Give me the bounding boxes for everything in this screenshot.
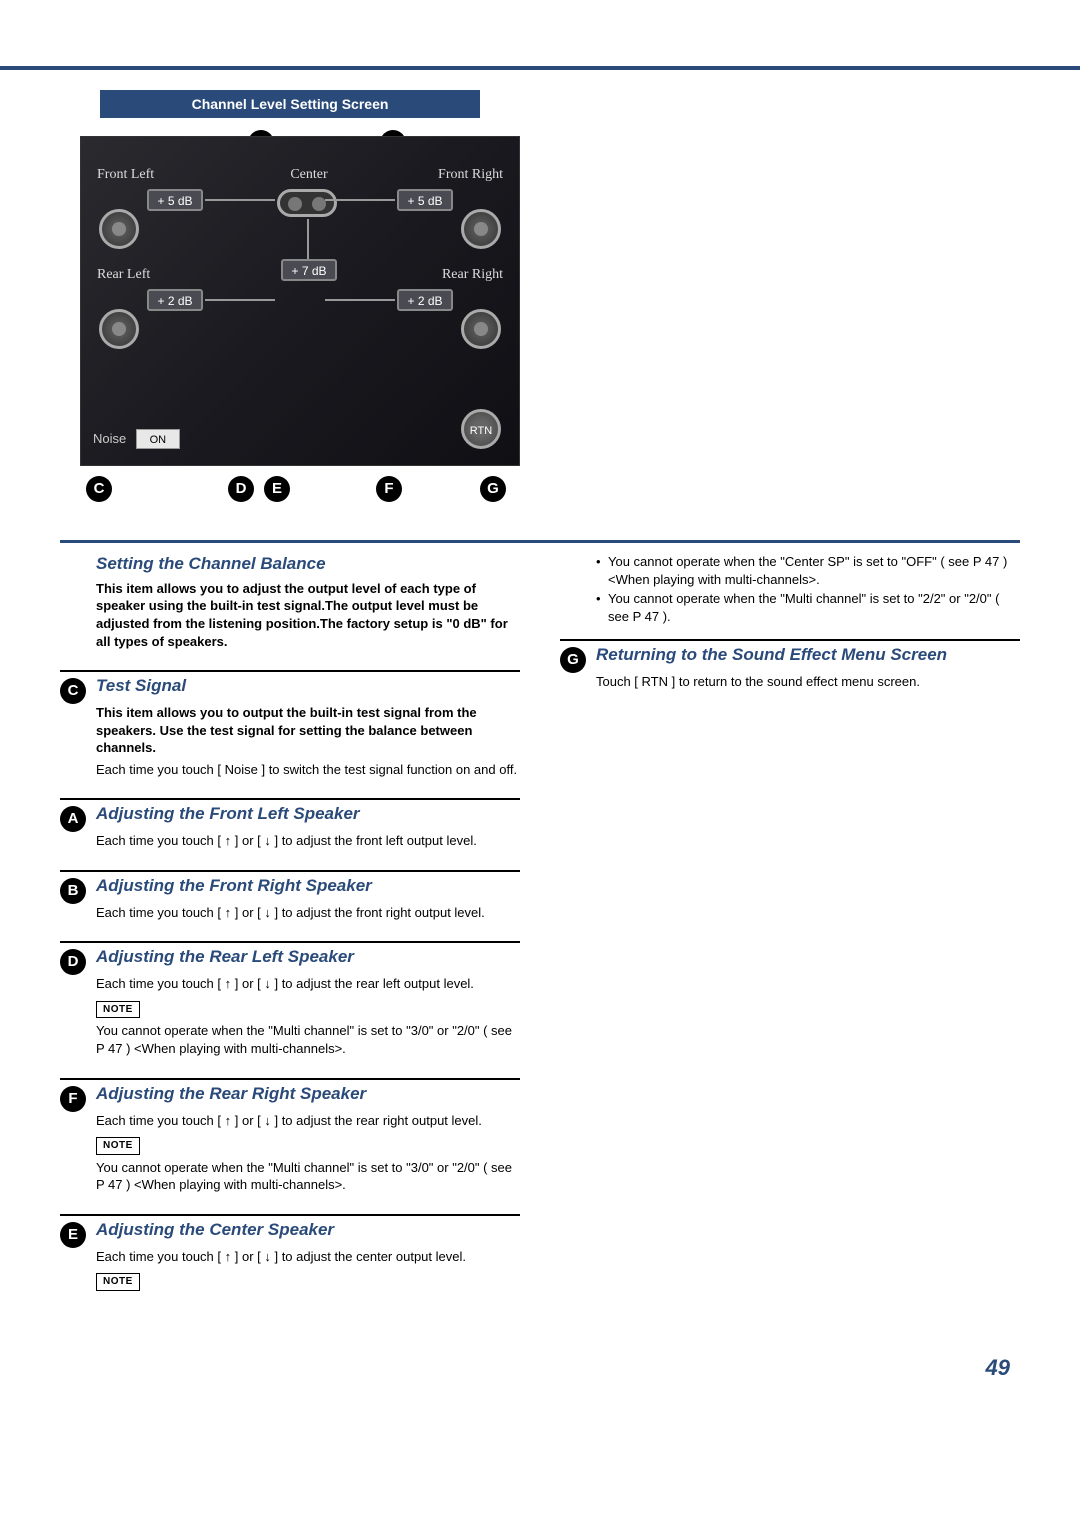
section-a-title: Adjusting the Front Left Speaker [96,804,520,824]
channel-level-screenshot: Front Left + 5 dB Center + 7 dB Front Ri… [80,136,520,466]
section-return: G Returning to the Sound Effect Menu Scr… [560,639,1020,691]
screen-title-banner: Channel Level Setting Screen [100,90,480,118]
rear-left-speaker-icon [99,309,139,349]
center-label: Center [279,167,339,183]
section-front-right: B Adjusting the Front Right Speaker Each… [60,870,520,922]
callout-marker-f: F [376,476,402,502]
connector-line [307,219,309,259]
rear-right-value[interactable]: + 2 dB [397,289,453,311]
rear-right-speaker-icon [461,309,501,349]
intro-text: This item allows you to adjust the outpu… [96,580,520,650]
noise-label: Noise [93,431,126,446]
connector-line [205,199,275,201]
section-divider [60,540,1020,543]
section-front-left: A Adjusting the Front Left Speaker Each … [60,798,520,850]
rear-left-value[interactable]: + 2 dB [147,289,203,311]
intro-title: Setting the Channel Balance [96,553,520,576]
front-left-speaker-icon [99,209,139,249]
center-value[interactable]: + 7 dB [281,259,337,281]
marker-f: F [60,1086,86,1112]
section-e-text: Each time you touch [ ↑ ] or [ ↓ ] to ad… [96,1248,520,1266]
noise-toggle: Noise ON [93,429,180,449]
section-c-title: Test Signal [96,676,520,696]
section-g-title: Returning to the Sound Effect Menu Scree… [596,645,1020,665]
note-label: NOTE [96,1273,140,1291]
connector-line [205,299,275,301]
marker-g: G [560,647,586,673]
marker-a: A [60,806,86,832]
front-right-speaker-icon [461,209,501,249]
section-f-title: Adjusting the Rear Right Speaker [96,1084,520,1104]
callout-marker-e: E [264,476,290,502]
section-e-note2: You cannot operate when the "Multi chann… [596,590,1020,625]
section-f-note: You cannot operate when the "Multi chann… [96,1159,520,1194]
section-a-text: Each time you touch [ ↑ ] or [ ↓ ] to ad… [96,832,520,850]
top-bar [0,0,1080,70]
section-test-signal: C Test Signal This item allows you to ou… [60,670,520,778]
marker-b: B [60,878,86,904]
page-number: 49 [0,1345,1080,1401]
section-f-text: Each time you touch [ ↑ ] or [ ↓ ] to ad… [96,1112,520,1130]
section-rear-right: F Adjusting the Rear Right Speaker Each … [60,1078,520,1194]
marker-d: D [60,949,86,975]
callout-marker-c: C [86,476,112,502]
connector-line [325,299,395,301]
section-center: E Adjusting the Center Speaker Each time… [60,1214,520,1295]
rear-right-label: Rear Right [442,267,503,283]
section-g-text: Touch [ RTN ] to return to the sound eff… [596,673,1020,691]
section-d-text: Each time you touch [ ↑ ] or [ ↓ ] to ad… [96,975,520,993]
front-left-value[interactable]: + 5 dB [147,189,203,211]
section-intro: Setting the Channel Balance This item al… [60,553,520,650]
section-c-text: Each time you touch [ Noise ] to switch … [96,761,520,779]
note-label: NOTE [96,1137,140,1155]
section-d-title: Adjusting the Rear Left Speaker [96,947,520,967]
section-e-title: Adjusting the Center Speaker [96,1220,520,1240]
noise-button[interactable]: ON [136,429,180,449]
marker-c: C [60,678,86,704]
section-c-bold: This item allows you to output the built… [96,704,520,757]
connector-line [325,199,395,201]
marker-e: E [60,1222,86,1248]
callout-marker-d: D [228,476,254,502]
center-speaker-icon [277,189,337,217]
callout-marker-g: G [480,476,506,502]
rear-left-label: Rear Left [97,267,150,283]
front-left-label: Front Left [97,167,154,183]
note-label: NOTE [96,1001,140,1019]
section-d-note: You cannot operate when the "Multi chann… [96,1022,520,1057]
rtn-button[interactable]: RTN [461,409,501,449]
front-right-value[interactable]: + 5 dB [397,189,453,211]
section-b-title: Adjusting the Front Right Speaker [96,876,520,896]
section-e-note1: You cannot operate when the "Center SP" … [596,553,1020,588]
section-rear-left: D Adjusting the Rear Left Speaker Each t… [60,941,520,1057]
front-right-label: Front Right [438,167,503,183]
section-b-text: Each time you touch [ ↑ ] or [ ↓ ] to ad… [96,904,520,922]
